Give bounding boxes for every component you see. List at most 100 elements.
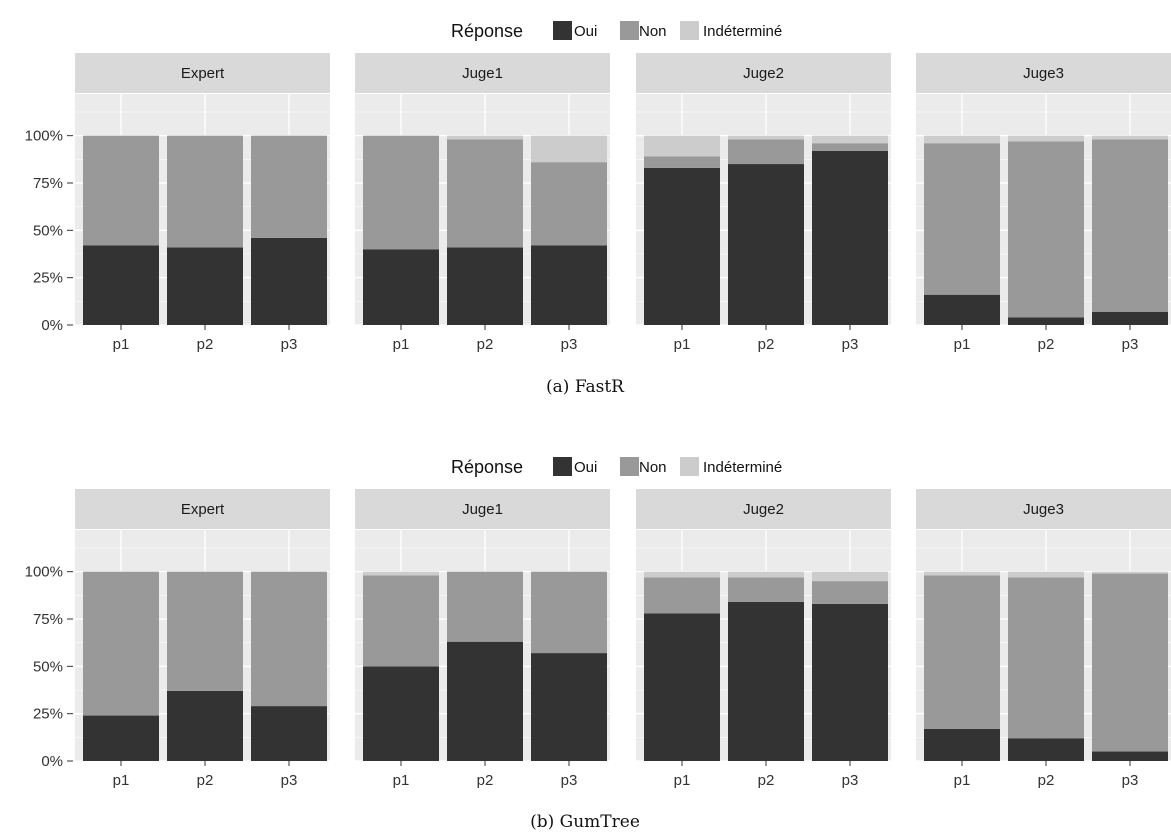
bar-indetermine-p2 xyxy=(728,135,804,140)
x-tick-label: p2 xyxy=(1038,336,1055,353)
legend-label-1: Non xyxy=(639,459,667,476)
y-tick-label: 50% xyxy=(33,222,63,239)
legend-swatch-0 xyxy=(553,457,572,476)
legend-swatch-1 xyxy=(620,21,639,40)
facet-strip xyxy=(916,489,1171,529)
y-tick-label: 100% xyxy=(25,128,63,145)
bar-non-p3 xyxy=(1092,573,1168,752)
legend-label-1: Non xyxy=(639,23,667,40)
bar-non-p3 xyxy=(812,143,888,151)
bar-non-p2 xyxy=(728,577,804,602)
y-axis: 0% 25% 50% 75% 100% xyxy=(25,564,73,770)
x-tick-label: p2 xyxy=(197,336,214,353)
bar-oui-p2 xyxy=(167,247,243,325)
bar-oui-p2 xyxy=(1008,317,1084,325)
x-tick-label: p1 xyxy=(954,772,971,789)
x-tick-label: p2 xyxy=(1038,772,1055,789)
y-tick-label: 25% xyxy=(33,270,63,287)
bar-indetermine-p2 xyxy=(1008,571,1084,578)
x-tick-label: p2 xyxy=(758,336,775,353)
bar-oui-p3 xyxy=(251,237,327,325)
bar-non-p3 xyxy=(1092,139,1168,312)
facet-strip xyxy=(75,53,330,93)
facet-title: Juge3 xyxy=(1023,65,1064,82)
bar-oui-p3 xyxy=(812,150,888,325)
bar-oui-p1 xyxy=(644,613,720,761)
facet-strip xyxy=(355,53,610,93)
bar-oui-p2 xyxy=(728,601,804,761)
bar-non-p1 xyxy=(83,135,159,246)
x-tick-label: p3 xyxy=(1122,336,1139,353)
bar-non-p3 xyxy=(531,571,607,654)
facet-strip xyxy=(916,53,1171,93)
bar-non-p3 xyxy=(251,571,327,707)
bar-oui-p2 xyxy=(728,164,804,325)
bar-indetermine-p3 xyxy=(812,135,888,144)
legend-swatch-0 xyxy=(553,21,572,40)
x-tick-label: p3 xyxy=(561,336,578,353)
legend-swatch-2 xyxy=(680,457,699,476)
bar-oui-p3 xyxy=(812,603,888,761)
bar-oui-p1 xyxy=(924,728,1000,761)
chart-fastr: Réponse Oui Non Indéterminé 0% 25% 50% 75% 100% E… xyxy=(25,21,1171,397)
facet-expert: Expert p1 p2 p3 xyxy=(75,53,330,353)
bar-non-p1 xyxy=(363,575,439,667)
bar-indetermine-p1 xyxy=(924,135,1000,144)
facet-title: Juge1 xyxy=(462,65,503,82)
x-tick-label: p3 xyxy=(842,336,859,353)
x-tick-label: p3 xyxy=(561,772,578,789)
bar-non-p1 xyxy=(83,571,159,716)
facet-juge3: Juge3 p1 p2 p3 xyxy=(916,53,1171,353)
bar-oui-p2 xyxy=(447,641,523,761)
chart-caption: (b) GumTree xyxy=(530,812,640,832)
legend-label-0: Oui xyxy=(574,23,597,40)
bar-oui-p2 xyxy=(1008,738,1084,761)
legend-swatch-1 xyxy=(620,457,639,476)
bar-non-p1 xyxy=(363,135,439,250)
bar-indetermine-p3 xyxy=(531,135,607,163)
x-tick-label: p3 xyxy=(1122,772,1139,789)
bar-indetermine-p3 xyxy=(812,571,888,582)
bar-oui-p2 xyxy=(167,690,243,761)
y-tick-label: 25% xyxy=(33,706,63,723)
facet-strip xyxy=(75,489,330,529)
x-tick-label: p3 xyxy=(842,772,859,789)
y-tick-label: 0% xyxy=(41,753,63,770)
bar-non-p1 xyxy=(924,143,1000,295)
facet-title: Expert xyxy=(181,501,225,518)
facet-expert: Expert p1 p2 p3 xyxy=(75,489,330,789)
bar-oui-p3 xyxy=(1092,311,1168,325)
facet-strip xyxy=(355,489,610,529)
legend-label-2: Indéterminé xyxy=(703,23,782,40)
facet-juge2: Juge2 p1 p2 p3 xyxy=(636,53,891,353)
x-tick-label: p2 xyxy=(197,772,214,789)
bar-non-p2 xyxy=(167,571,243,691)
x-tick-label: p2 xyxy=(477,336,494,353)
bar-indetermine-p2 xyxy=(447,135,523,140)
facet-juge1: Juge1 p1 p2 p3 xyxy=(355,489,610,789)
y-axis: 0% 25% 50% 75% 100% xyxy=(25,128,73,334)
bar-oui-p1 xyxy=(644,167,720,325)
facet-strip xyxy=(636,53,891,93)
facet-title: Juge1 xyxy=(462,501,503,518)
bar-non-p1 xyxy=(644,577,720,614)
legend: Réponse Oui Non Indéterminé xyxy=(451,457,782,477)
y-tick-label: 100% xyxy=(25,564,63,581)
bar-oui-p3 xyxy=(531,245,607,325)
x-tick-label: p1 xyxy=(393,772,410,789)
bar-indetermine-p1 xyxy=(924,571,1000,576)
y-tick-label: 75% xyxy=(33,611,63,628)
facet-juge3: Juge3 p1 p2 p3 xyxy=(916,489,1171,789)
x-tick-label: p1 xyxy=(113,336,130,353)
chart-gumtree: Réponse Oui Non Indéterminé 0% 25% 50% 75% 100% E… xyxy=(25,457,1171,832)
x-tick-label: p2 xyxy=(758,772,775,789)
bar-indetermine-p1 xyxy=(644,135,720,157)
bar-oui-p1 xyxy=(363,666,439,761)
facet-strip xyxy=(636,489,891,529)
bar-oui-p3 xyxy=(251,706,327,761)
bar-oui-p1 xyxy=(83,245,159,325)
bar-indetermine-p1 xyxy=(363,571,439,576)
y-tick-label: 50% xyxy=(33,658,63,675)
bar-non-p2 xyxy=(1008,577,1084,739)
x-tick-label: p1 xyxy=(954,336,971,353)
